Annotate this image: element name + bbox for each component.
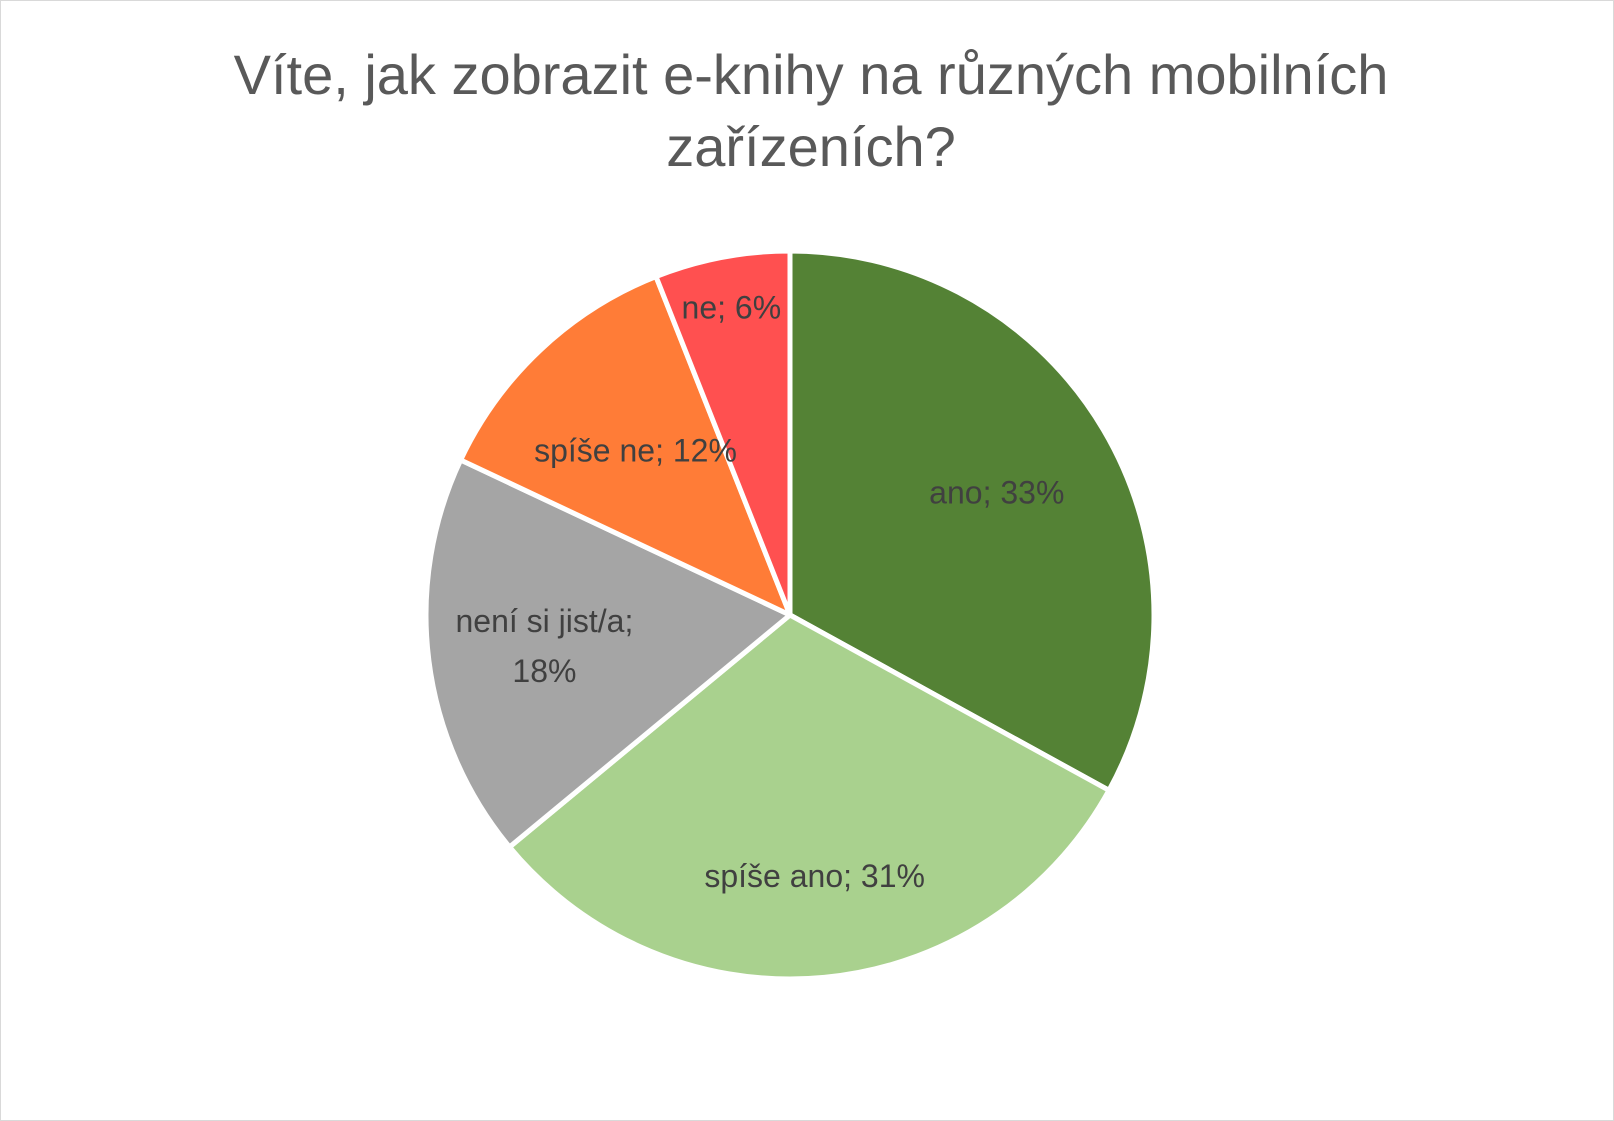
pie-labels: ano; 33% spíše ano; 31% není si jist/a; 18%… bbox=[456, 290, 1065, 894]
pie-slice-ano bbox=[787, 248, 1157, 793]
data-label-nen-si-jist-a: není si jist/a; 18% bbox=[456, 603, 634, 689]
data-label-sp-e-ne: spíše ne; 12% bbox=[534, 432, 737, 468]
data-label-ano: ano; 33% bbox=[929, 475, 1064, 511]
pie-slice-ne bbox=[653, 248, 793, 618]
pie-slice-nen-si-jist-a bbox=[423, 457, 793, 850]
pie-slice-sp-e-ne bbox=[458, 274, 793, 618]
pie-slice-sp-e-ano bbox=[507, 612, 1112, 982]
chart-title: Víte, jak zobrazit e-knihy na různých mo… bbox=[233, 43, 1389, 178]
data-label-sp-e-ano: spíše ano; 31% bbox=[704, 858, 925, 894]
data-label-ne: ne; 6% bbox=[682, 290, 782, 326]
pie-slices bbox=[423, 248, 1157, 982]
